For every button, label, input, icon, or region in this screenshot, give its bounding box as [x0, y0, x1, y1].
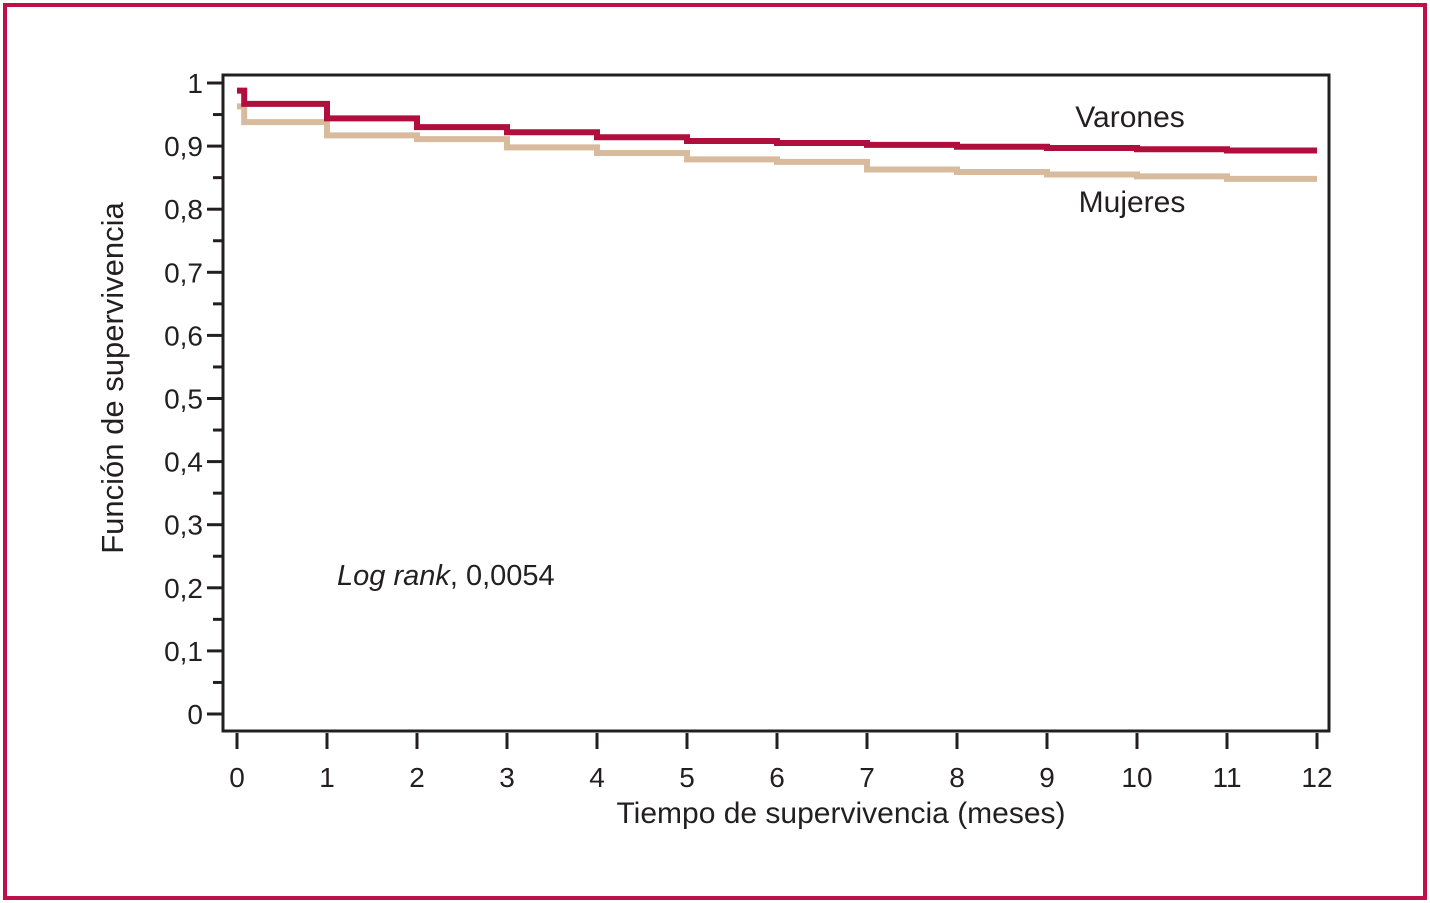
y-tick-label: 0,8: [164, 194, 203, 225]
survival-curve-varones: [237, 87, 1317, 154]
x-tick-label: 4: [589, 762, 605, 793]
x-axis-tick-labels: 0 1 2 3 4 5 6 7 8 9 10 11 12: [229, 762, 1332, 793]
series-label-mujeres: Mujeres: [1078, 186, 1186, 219]
y-tick-label: 0,7: [164, 257, 203, 288]
x-tick-label: 2: [409, 762, 425, 793]
x-tick-label: 7: [859, 762, 875, 793]
y-tick-label: 0,5: [164, 384, 203, 415]
log-rank-annotation-value: , 0,0054: [449, 560, 555, 592]
x-tick-label: 6: [769, 762, 785, 793]
log-rank-annotation-italic: Log rank: [337, 560, 450, 592]
y-tick-label: 0,1: [164, 636, 203, 667]
y-axis-title: Función de supervivencia: [95, 202, 130, 554]
log-rank-annotation: Log rank, 0,0054: [337, 560, 555, 593]
x-axis-title: Tiempo de supervivencia (meses): [616, 797, 1066, 830]
series-label-varones: Varones: [1075, 101, 1185, 134]
plot-frame: [221, 73, 1331, 733]
y-tick-label: 0,9: [164, 131, 203, 162]
x-axis-ticks: [235, 733, 1319, 749]
y-tick-label: 0,4: [164, 447, 203, 478]
x-tick-label: 3: [499, 762, 515, 793]
x-tick-label: 10: [1121, 762, 1152, 793]
y-tick-label: 0,6: [164, 320, 203, 351]
x-tick-label: 8: [949, 762, 965, 793]
y-axis-tick-labels: 0 0,1 0,2 0,3 0,4 0,5 0,6 0,7 0,8 0,9 1: [164, 68, 203, 730]
y-tick-label: 0: [187, 699, 203, 730]
x-tick-label: 1: [319, 762, 335, 793]
x-tick-label: 9: [1039, 762, 1055, 793]
x-tick-label: 11: [1212, 762, 1241, 793]
x-tick-label: 12: [1301, 762, 1332, 793]
x-tick-label: 0: [229, 762, 245, 793]
survival-curve-mujeres: [237, 103, 1317, 182]
y-axis-ticks: [207, 81, 223, 716]
x-tick-label: 5: [679, 762, 695, 793]
y-tick-label: 0,2: [164, 573, 203, 604]
y-tick-label: 1: [187, 68, 203, 99]
y-tick-label: 0,3: [164, 510, 203, 541]
